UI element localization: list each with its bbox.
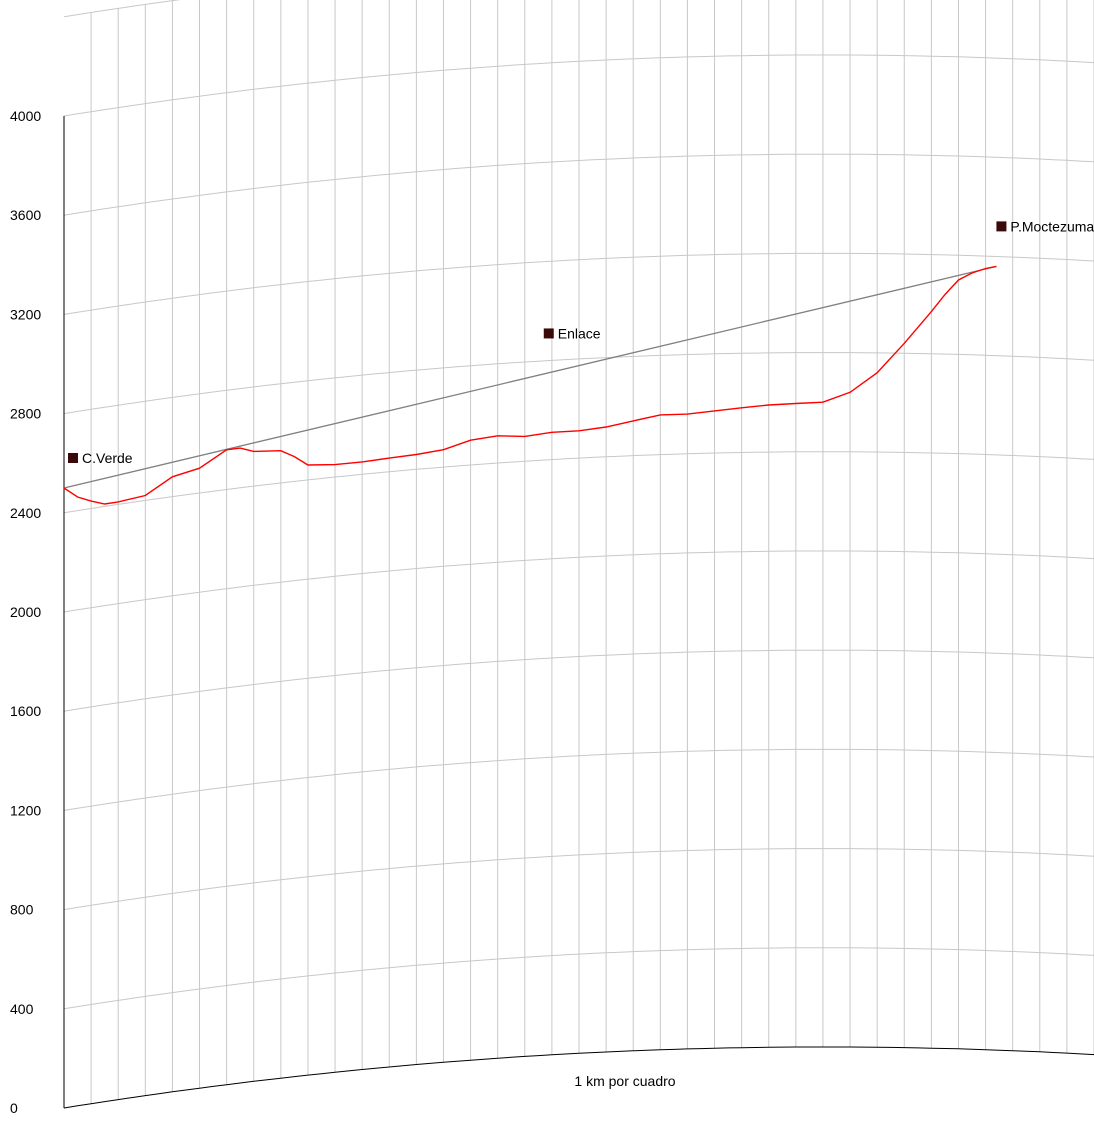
vertical-grid	[90, 0, 1094, 1104]
site-label: C.Verde	[82, 450, 133, 466]
link-line	[63, 265, 997, 489]
y-tick-labels: 0 400 800 1200 1600 2000 2400 2800 3200 3600 4000	[10, 108, 41, 1116]
grid-line-horizontal	[63, 54, 1094, 117]
axes	[63, 116, 1094, 1109]
y-tick-label: 2400	[10, 505, 41, 521]
y-tick-label: 3200	[10, 306, 41, 322]
site-marker-icon	[68, 453, 78, 463]
site-markers: C.Verde Enlace P.Moctezuma	[68, 218, 1094, 466]
horizontal-grid	[63, 0, 1094, 1010]
site-label: P.Moctezuma	[1010, 218, 1094, 234]
y-tick-label: 400	[10, 1001, 34, 1017]
grid-line-horizontal	[63, 848, 1094, 911]
grid-line-horizontal	[63, 352, 1094, 415]
scale-note: 1 km por cuadro	[574, 1073, 675, 1089]
y-tick-label: 2800	[10, 406, 41, 422]
grid-line-horizontal	[63, 451, 1094, 514]
y-tick-label: 0	[10, 1100, 18, 1116]
terrain-profile-line	[63, 265, 997, 505]
grid-line-horizontal	[63, 550, 1094, 613]
grid-line-horizontal	[63, 252, 1094, 315]
baseline-curve	[63, 1046, 1094, 1109]
y-tick-label: 1200	[10, 802, 41, 818]
grid-line-horizontal	[63, 748, 1094, 811]
y-tick-label: 3600	[10, 207, 41, 223]
grid-line-horizontal	[63, 649, 1094, 712]
site-marker-icon	[996, 221, 1007, 232]
y-tick-label: 1600	[10, 703, 41, 719]
y-tick-label: 800	[10, 902, 34, 918]
grid-line-horizontal	[63, 153, 1094, 216]
terrain-profile-group	[63, 265, 997, 505]
y-tick-label: 2000	[10, 604, 41, 620]
y-tick-label: 4000	[10, 108, 41, 124]
site-label: Enlace	[558, 325, 601, 341]
grid-line-horizontal	[63, 947, 1094, 1010]
site-marker-icon	[543, 328, 554, 339]
link-line-group	[63, 265, 997, 489]
